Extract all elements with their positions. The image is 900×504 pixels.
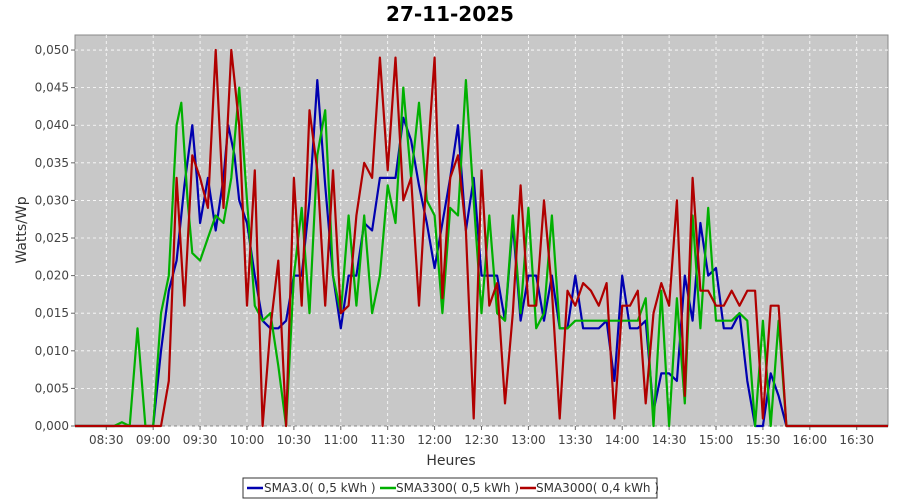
legend-box: [242, 477, 658, 499]
x-axis-ticks: 08:30 09:00 09:30 10:00 10:30 11:00 11:30 12:00…: [89, 426, 874, 447]
y-tick-label: 0,040: [35, 118, 69, 132]
series-line-3: [75, 48, 888, 428]
legend-label-sma30: SMA3.0( 0,5 kWh ): [264, 481, 376, 495]
x-tick-label: 13:00: [511, 433, 546, 447]
y-tick-label: 0,045: [35, 81, 69, 95]
y-axis-ticks: 0,000 0,005 0,010 0,015 0,020 0,025 0,030 0,035…: [35, 43, 75, 433]
x-tick-label: 09:00: [136, 433, 171, 447]
y-tick-label: 0,035: [35, 156, 69, 170]
y-tick-label: 0,010: [35, 344, 69, 358]
chart-title: 27-11-2025: [386, 2, 514, 26]
y-tick-label: 0,015: [35, 306, 69, 320]
x-tick-label: 10:00: [230, 433, 265, 447]
y-tick-label: 0,030: [35, 193, 69, 207]
x-tick-label: 10:30: [277, 433, 312, 447]
x-tick-label: 11:30: [370, 433, 405, 447]
x-tick-label: 08:30: [89, 433, 124, 447]
y-axis-label: Watts/Wp: [14, 196, 30, 263]
y-tick-label: 0,050: [35, 43, 69, 57]
x-tick-label: 12:00: [417, 433, 452, 447]
x-tick-label: 16:00: [793, 433, 828, 447]
x-tick-label: 13:30: [558, 433, 593, 447]
legend-label-sma3300: SMA3300( 0,5 kWh ): [396, 481, 519, 495]
grid-lines: [75, 35, 888, 427]
x-axis-label: Heures: [426, 453, 475, 469]
x-tick-label: 09:30: [183, 433, 218, 447]
series-lines: [75, 48, 888, 428]
y-tick-label: 0,005: [35, 381, 69, 395]
x-tick-label: 15:00: [699, 433, 734, 447]
y-tick-label: 0,025: [35, 231, 69, 245]
x-tick-label: 14:30: [652, 433, 687, 447]
legend: SMA3.0( 0,5 kWh ) SMA3300( 0,5 kWh ) SMA…: [242, 477, 659, 499]
legend-label-sma3000: SMA3000( 0,4 kWh ): [536, 481, 659, 495]
y-tick-label: 0,000: [35, 419, 69, 433]
x-tick-label: 12:30: [464, 433, 499, 447]
x-tick-label: 11:00: [323, 433, 358, 447]
x-tick-label: 14:00: [605, 433, 640, 447]
y-tick-label: 0,020: [35, 269, 69, 283]
series-line-2: [75, 79, 888, 428]
x-tick-label: 16:30: [839, 433, 874, 447]
x-tick-label: 15:30: [746, 433, 781, 447]
